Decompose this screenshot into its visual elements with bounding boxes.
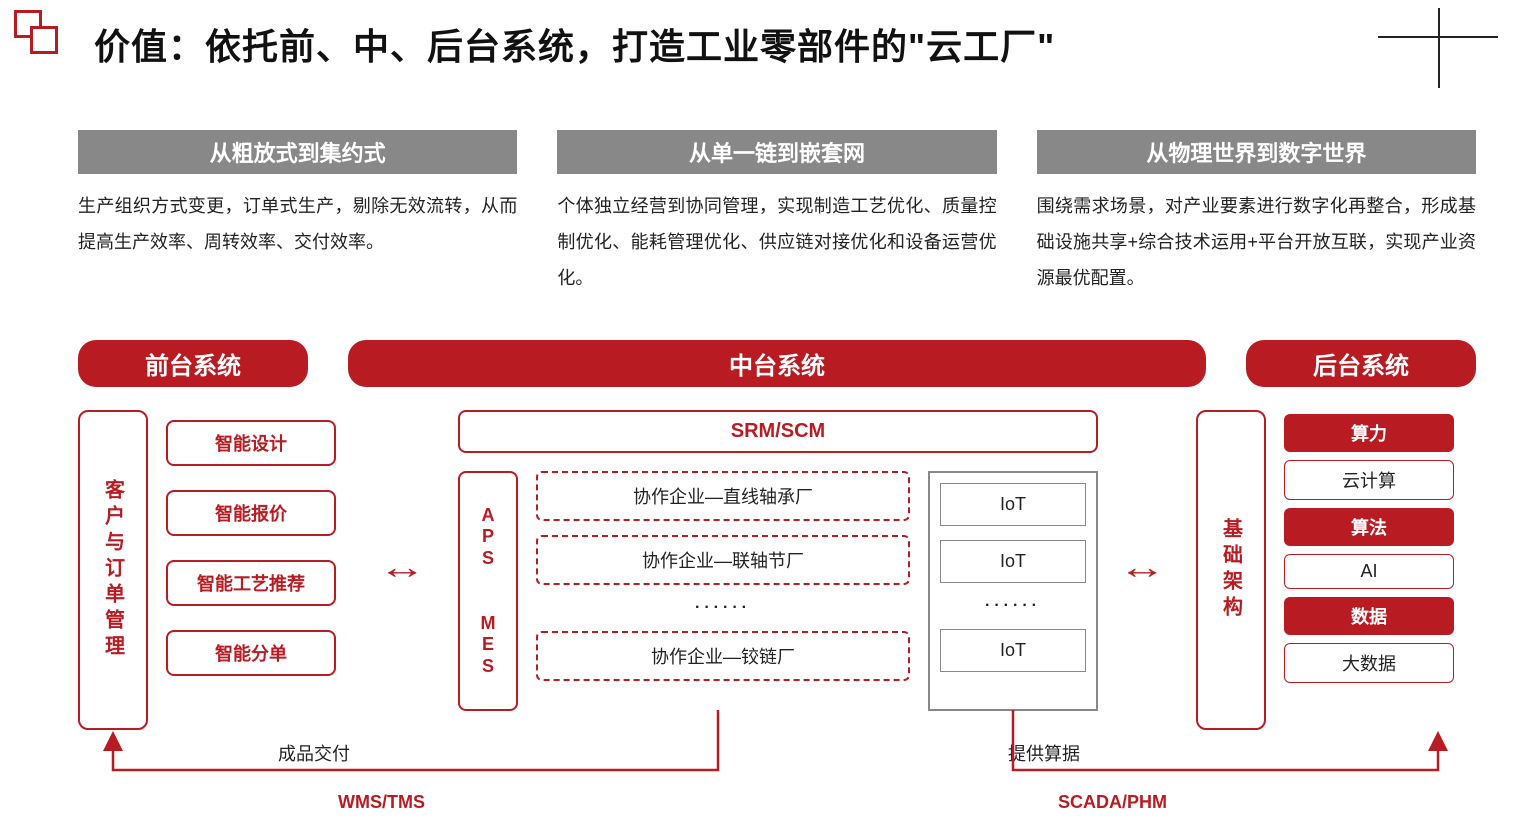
iot-2: IoT — [940, 540, 1086, 583]
coop-1: 协作企业—直线轴承厂 — [536, 471, 910, 521]
col-1-head: 从粗放式到集约式 — [78, 130, 517, 174]
iot-3: IoT — [940, 629, 1086, 672]
col-2-body: 个体独立经营到协同管理，实现制造工艺优化、质量控制优化、能耗管理优化、供应链对接… — [557, 174, 996, 296]
col-3: 从物理世界到数字世界 围绕需求场景，对产业要素进行数字化再整合，形成基础设施共享… — [1037, 130, 1476, 296]
badge-mid: 中台系统 — [348, 340, 1206, 387]
iot-column: IoT IoT ······ IoT — [928, 471, 1098, 711]
chip-data-h: 数据 — [1284, 597, 1454, 635]
label-wms: WMS/TMS — [338, 792, 425, 813]
logo-icon — [14, 10, 62, 58]
system-badges: 前台系统 中台系统 后台系统 — [78, 340, 1476, 387]
coop-2: 协作企业—联轴节厂 — [536, 535, 910, 585]
architecture-diagram: 客户与订单管理 智能设计 智能报价 智能工艺推荐 智能分单 ↔ SRM/SCM … — [78, 400, 1476, 805]
col-2-head: 从单一链到嵌套网 — [557, 130, 996, 174]
double-arrow-icon: ↔ — [378, 548, 426, 587]
corner-decoration — [1378, 8, 1498, 68]
label-compute: 提供算据 — [1008, 740, 1080, 766]
chip-design: 智能设计 — [166, 420, 336, 466]
iot-dots: ······ — [940, 597, 1086, 615]
double-arrow-icon: ↔ — [1118, 548, 1166, 587]
chip-quote: 智能报价 — [166, 490, 336, 536]
chip-algo-h: 算法 — [1284, 508, 1454, 546]
col-1: 从粗放式到集约式 生产组织方式变更，订单式生产，剔除无效流转，从而提高生产效率、… — [78, 130, 517, 296]
coop-enterprises: 协作企业—直线轴承厂 协作企业—联轴节厂 ······ 协作企业—铰链厂 — [536, 471, 910, 711]
mid-system-group: SRM/SCM A P S M E S 协作企业—直线轴承厂 协作企业—联轴节厂… — [458, 410, 1098, 711]
badge-back: 后台系统 — [1246, 340, 1476, 387]
aps-mes-box: A P S M E S — [458, 471, 518, 711]
col-3-head: 从物理世界到数字世界 — [1037, 130, 1476, 174]
page-title: 价值：依托前、中、后台系统，打造工业零部件的"云工厂" — [94, 18, 1055, 70]
chip-data-s: 大数据 — [1284, 643, 1454, 683]
col-2: 从单一链到嵌套网 个体独立经营到协同管理，实现制造工艺优化、质量控制优化、能耗管… — [557, 130, 996, 296]
srm-scm-box: SRM/SCM — [458, 410, 1098, 453]
infra-box: 基础架构 — [1196, 410, 1266, 730]
chip-dispatch: 智能分单 — [166, 630, 336, 676]
chip-compute-s: 云计算 — [1284, 460, 1454, 500]
label-deliver: 成品交付 — [278, 740, 350, 766]
back-system-group: 基础架构 算力 云计算 算法 AI 数据 大数据 — [1196, 410, 1476, 730]
customer-order-box: 客户与订单管理 — [78, 410, 148, 730]
col-1-body: 生产组织方式变更，订单式生产，剔除无效流转，从而提高生产效率、周转效率、交付效率… — [78, 174, 517, 260]
coop-3: 协作企业—铰链厂 — [536, 631, 910, 681]
value-columns: 从粗放式到集约式 生产组织方式变更，订单式生产，剔除无效流转，从而提高生产效率、… — [78, 130, 1476, 296]
label-scada: SCADA/PHM — [1058, 792, 1167, 813]
front-system-group: 客户与订单管理 智能设计 智能报价 智能工艺推荐 智能分单 — [78, 410, 358, 740]
coop-dots: ······ — [536, 599, 910, 617]
badge-front: 前台系统 — [78, 340, 308, 387]
col-3-body: 围绕需求场景，对产业要素进行数字化再整合，形成基础设施共享+综合技术运用+平台开… — [1037, 174, 1476, 296]
chip-compute-h: 算力 — [1284, 414, 1454, 452]
iot-1: IoT — [940, 483, 1086, 526]
chip-algo-s: AI — [1284, 554, 1454, 589]
chip-process: 智能工艺推荐 — [166, 560, 336, 606]
